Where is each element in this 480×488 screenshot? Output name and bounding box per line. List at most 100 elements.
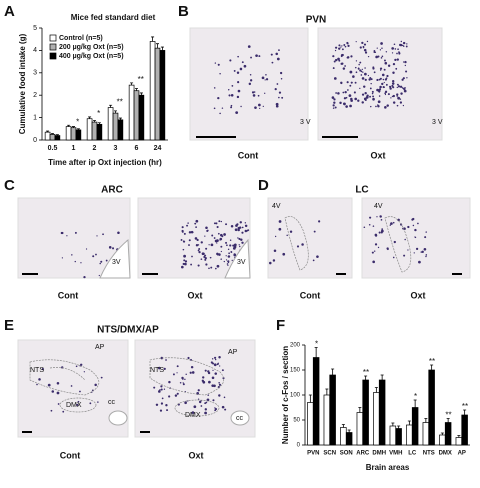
cell	[229, 59, 232, 62]
cell	[229, 239, 232, 242]
cell	[206, 229, 209, 232]
cell	[204, 369, 207, 372]
cell	[237, 81, 240, 84]
cell	[241, 226, 244, 229]
cell	[223, 233, 226, 236]
cell	[357, 99, 360, 102]
cell	[372, 260, 375, 264]
cell	[425, 231, 427, 233]
cell	[211, 234, 214, 237]
cell	[211, 376, 215, 380]
cell	[179, 381, 182, 384]
caption: Cont	[238, 150, 259, 160]
cell	[204, 235, 206, 237]
x-tick-label: LC	[408, 451, 417, 457]
cell	[362, 45, 365, 48]
label: cc	[236, 415, 244, 422]
cell	[370, 105, 372, 108]
x-tick-label: DMH	[372, 451, 386, 457]
cell	[211, 358, 214, 360]
cell	[346, 56, 349, 59]
cell	[226, 244, 228, 247]
cell	[262, 105, 264, 108]
cell	[384, 106, 387, 109]
error-bar	[109, 104, 113, 108]
cell	[396, 104, 399, 107]
cell	[341, 48, 344, 51]
cell	[399, 98, 402, 100]
cell	[191, 411, 195, 414]
cell	[397, 48, 399, 51]
cell	[61, 231, 64, 235]
bar	[86, 118, 93, 141]
cell	[208, 244, 210, 246]
cell	[70, 385, 73, 387]
error-bar	[407, 420, 411, 425]
cell	[401, 44, 404, 47]
label: NTS	[30, 367, 44, 374]
cell	[255, 54, 258, 57]
error-bar	[413, 399, 417, 408]
cell	[337, 57, 340, 61]
cell	[158, 366, 161, 370]
cell	[237, 55, 239, 58]
cell	[360, 70, 363, 73]
y-tick-label: 100	[290, 393, 301, 399]
cell	[214, 407, 216, 409]
cell	[377, 100, 381, 104]
cell	[176, 365, 179, 368]
cell	[371, 92, 374, 95]
cell	[230, 104, 233, 107]
bar	[406, 424, 413, 446]
cell	[353, 91, 356, 94]
cell	[230, 93, 234, 97]
cell	[241, 231, 244, 234]
cell	[75, 365, 78, 368]
cell	[74, 231, 77, 234]
cell	[204, 254, 207, 257]
cell	[233, 253, 237, 257]
cell	[381, 73, 385, 77]
cell	[264, 92, 266, 94]
cell	[89, 402, 92, 405]
significance: *	[414, 392, 417, 401]
cell	[153, 386, 156, 389]
cell	[47, 383, 51, 387]
cell	[338, 47, 341, 50]
y-axis-label: Number of c-Fos / section	[281, 346, 290, 444]
cell	[301, 243, 304, 246]
cell	[230, 250, 233, 253]
cell	[195, 244, 199, 247]
cell	[214, 408, 218, 411]
cell	[276, 83, 279, 85]
cell	[51, 390, 55, 393]
cell	[362, 71, 364, 73]
cell	[392, 94, 395, 98]
cell	[225, 259, 228, 261]
cell	[212, 399, 215, 402]
cell	[271, 61, 274, 64]
cell	[208, 380, 211, 384]
cell	[418, 260, 421, 264]
bar	[44, 131, 51, 141]
cell	[227, 255, 231, 258]
cell	[182, 383, 185, 386]
cell	[380, 57, 383, 59]
cell	[213, 222, 216, 225]
cell	[373, 51, 376, 53]
cell	[191, 255, 193, 258]
cell	[337, 92, 340, 95]
cell	[401, 87, 404, 89]
cell	[233, 69, 236, 72]
cell	[197, 249, 200, 252]
panel-title: PVN	[306, 15, 327, 26]
cell	[372, 67, 375, 70]
cell	[339, 101, 342, 105]
cell	[216, 254, 219, 256]
cell	[406, 43, 408, 45]
cell	[355, 41, 357, 43]
error-bar	[374, 387, 378, 393]
panel-title: NTS/DMX/AP	[97, 325, 159, 336]
cell	[249, 73, 252, 76]
cell	[227, 248, 230, 251]
